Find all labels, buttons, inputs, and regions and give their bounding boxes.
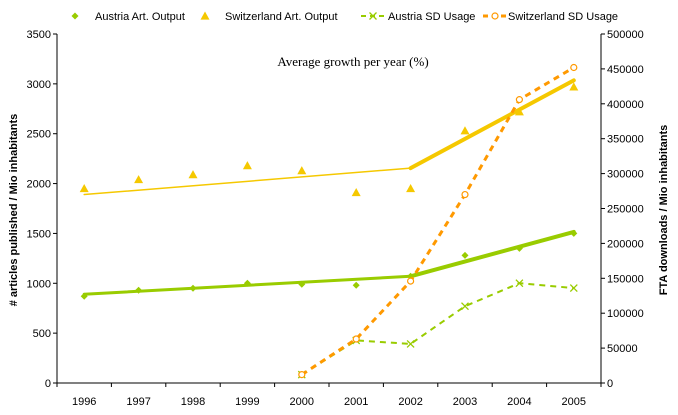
- x-tick-label: 1999: [235, 396, 259, 408]
- x-tick-label: 2000: [290, 396, 314, 408]
- legend-marker: [71, 12, 79, 20]
- axes: 0 500 1000 1500 2000 2500 3000 3500 0 50000 100000…: [27, 29, 644, 408]
- chart-annotation: Average growth per year (%): [277, 54, 428, 69]
- x-tick-label: 1997: [126, 396, 150, 408]
- data-point: [352, 335, 360, 343]
- data-point: [407, 277, 415, 285]
- data-point: [406, 184, 416, 193]
- legend-label: Austria Art. Output: [95, 11, 185, 23]
- y-tick-label: 3500: [27, 29, 51, 41]
- y2-tick-label: 300000: [607, 169, 644, 181]
- y2-axis-title: FTA downloads / Mio inhabitants: [658, 125, 670, 296]
- y2-tick-label: 50000: [607, 343, 638, 355]
- y2-tick-label: 250000: [607, 204, 644, 216]
- data-point: [515, 279, 524, 288]
- series-austria-sd-usage: [297, 279, 578, 379]
- legend: Austria Art. Output Switzerland Art. Outp…: [71, 11, 618, 23]
- series-line: [301, 282, 574, 376]
- legend-marker: [200, 11, 210, 20]
- data-point: [515, 244, 523, 252]
- data-point: [406, 339, 415, 348]
- data-point: [461, 251, 469, 259]
- data-point: [570, 63, 578, 72]
- data-point: [189, 284, 197, 292]
- trendlines: [82, 78, 576, 296]
- data-point: [79, 184, 89, 193]
- y-tick-label: 3000: [27, 79, 51, 91]
- y-axis-title: # articles published / Mio inhabitants: [8, 114, 20, 307]
- x-tick-label: 2005: [562, 396, 586, 408]
- data-point: [460, 126, 470, 135]
- data-point: [298, 280, 306, 288]
- x-tick-label: 2001: [344, 396, 368, 408]
- y2-tick-label: 500000: [607, 29, 644, 41]
- legend-marker: [491, 12, 499, 20]
- y2-tick-label: 100000: [607, 308, 644, 320]
- series-switzerland-art-output: [79, 82, 579, 197]
- data-point: [188, 170, 198, 179]
- legend-item: Austria Art. Output: [71, 11, 185, 23]
- data-point: [352, 281, 360, 289]
- x-tick-label: 1996: [72, 396, 96, 408]
- data-point: [351, 188, 361, 197]
- x-tick-label: 1998: [181, 396, 205, 408]
- data-point: [242, 161, 252, 170]
- series-layer: [79, 63, 579, 379]
- y2-tick-label: 200000: [607, 238, 644, 250]
- y2-tick-label: 400000: [607, 99, 644, 111]
- legend-item: Austria SD Usage: [361, 11, 475, 23]
- trendline-segment: [408, 229, 576, 279]
- y-tick-label: 2000: [27, 179, 51, 191]
- x-tick-label: 2004: [507, 396, 531, 408]
- y2-tick-label: 150000: [607, 273, 644, 285]
- data-point: [515, 96, 524, 104]
- legend-marker: [369, 12, 377, 20]
- y-tick-label: 500: [33, 328, 51, 340]
- data-point: [135, 286, 143, 294]
- y2-tick-label: 0: [607, 378, 613, 390]
- data-point: [134, 175, 144, 184]
- y2-tick-label: 450000: [607, 64, 644, 76]
- y-tick-label: 0: [45, 378, 51, 390]
- legend-item: Switzerland Art. Output: [200, 11, 338, 23]
- series-switzerland-sd-usage: [298, 63, 578, 379]
- legend-label: Austria SD Usage: [388, 11, 475, 23]
- data-point: [298, 371, 306, 379]
- trendline-segment: [408, 78, 576, 171]
- data-point: [569, 284, 578, 293]
- legend-label: Switzerland Art. Output: [225, 11, 338, 23]
- data-point: [514, 107, 524, 116]
- data-point: [243, 279, 251, 287]
- y2-tick-label: 350000: [607, 134, 644, 146]
- data-point: [461, 190, 469, 199]
- legend-label: Switzerland SD Usage: [508, 11, 618, 23]
- data-point: [297, 166, 307, 175]
- y-tick-label: 1500: [27, 228, 51, 240]
- y-tick-label: 2500: [27, 129, 51, 141]
- y-tick-label: 1000: [27, 278, 51, 290]
- series-line: [300, 66, 575, 376]
- trendline-segment: [83, 167, 412, 196]
- data-point: [569, 82, 579, 91]
- x-tick-label: 2002: [398, 396, 422, 408]
- data-point: [80, 292, 88, 300]
- data-point: [570, 229, 578, 237]
- legend-item: Switzerland SD Usage: [483, 11, 618, 23]
- x-tick-label: 2003: [453, 396, 477, 408]
- data-point: [461, 302, 469, 311]
